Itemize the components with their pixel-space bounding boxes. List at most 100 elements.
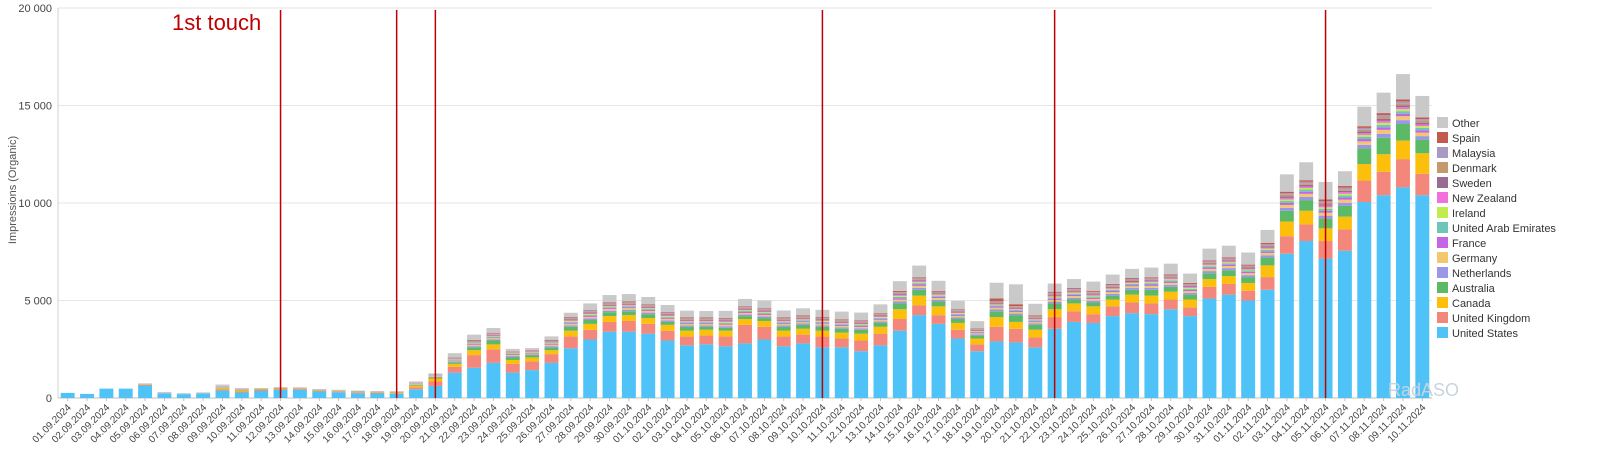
bar-segment	[1337, 195, 1352, 198]
bar-segment	[1415, 132, 1430, 137]
bar-segment	[796, 334, 811, 344]
legend-swatch	[1437, 222, 1448, 233]
bar-segment	[1415, 95, 1430, 118]
bar-segment	[602, 303, 617, 305]
bar-segment	[544, 344, 559, 345]
bar-segment	[873, 313, 888, 315]
bar-segment	[1028, 315, 1043, 317]
bar-segment	[370, 392, 385, 394]
bar-segment	[1260, 255, 1275, 258]
bar-segment	[970, 330, 985, 332]
legend-swatch	[1437, 147, 1448, 158]
bar-segment	[583, 329, 598, 340]
bar-segment	[1028, 322, 1043, 324]
bar-segment	[1396, 109, 1410, 112]
bar-segment	[563, 336, 578, 349]
bar-segment	[544, 343, 559, 345]
bar-segment	[757, 313, 772, 315]
bar-segment	[1105, 290, 1120, 293]
bar-segment	[196, 393, 211, 398]
bar-segment	[467, 344, 482, 347]
bar-segment	[467, 342, 482, 343]
bar-segment	[583, 323, 598, 330]
bar-segment	[1183, 288, 1198, 290]
bar-segment	[970, 329, 985, 330]
bar-segment	[757, 312, 772, 313]
bar-segment	[1125, 282, 1140, 284]
bar-segment	[118, 388, 133, 398]
bar-segment	[1415, 117, 1430, 120]
bar-segment	[409, 387, 423, 390]
bar-segment	[660, 324, 675, 331]
bar-segment	[1086, 296, 1101, 298]
bar-segment	[1183, 284, 1198, 286]
bar-segment	[1396, 113, 1410, 117]
bar-segment	[1144, 284, 1159, 286]
bar-segment	[215, 387, 230, 389]
bar-segment	[1396, 116, 1410, 121]
bar-segment	[99, 388, 114, 398]
bar-segment	[699, 326, 714, 330]
bar-segment	[1086, 281, 1101, 291]
bar-segment	[912, 287, 927, 290]
bar-segment	[1125, 281, 1140, 283]
bar-segment	[563, 323, 578, 326]
bar-segment	[738, 307, 752, 308]
bar-segment	[679, 325, 694, 327]
bar-segment	[931, 292, 946, 294]
bar-segment	[1299, 189, 1314, 192]
bar-segment	[1376, 171, 1391, 196]
bar-segment	[525, 354, 540, 356]
bar-segment	[641, 305, 656, 306]
bar-segment	[738, 312, 752, 313]
bar-segment	[1086, 314, 1101, 323]
bar-segment	[776, 310, 791, 318]
bar-segment	[1028, 316, 1043, 318]
bar-segment	[1125, 281, 1140, 282]
bar-segment	[1260, 242, 1275, 244]
bar-segment	[1125, 288, 1140, 290]
bar-segment	[699, 329, 714, 336]
bar-segment	[796, 317, 811, 318]
bar-segment	[621, 309, 636, 312]
bar-segment	[1299, 184, 1314, 187]
y-tick-label: 0	[46, 393, 52, 405]
bar-segment	[621, 305, 636, 307]
bar-segment	[1260, 229, 1275, 243]
bar-segment	[873, 321, 888, 323]
bar-segment	[1396, 103, 1410, 106]
legend-swatch	[1437, 117, 1448, 128]
bar-segment	[486, 334, 501, 336]
legend-swatch	[1437, 162, 1448, 173]
bar-segment	[1299, 241, 1314, 398]
bar-segment	[660, 313, 675, 315]
bar-segment	[1337, 229, 1352, 251]
bar-segment	[679, 317, 694, 319]
bar-segment	[621, 303, 636, 304]
bar-segment	[970, 335, 985, 339]
bar-segment	[641, 318, 656, 324]
bar-segment	[892, 330, 907, 398]
bar-segment	[873, 345, 888, 398]
bar-segment	[602, 321, 617, 332]
bar-segment	[738, 324, 752, 344]
legend-swatch	[1437, 267, 1448, 278]
bar-segment	[1105, 287, 1120, 289]
bar-segment	[1144, 277, 1159, 279]
bar-segment	[1357, 202, 1372, 398]
bar-segment	[563, 320, 578, 321]
bar-segment	[718, 318, 733, 320]
bar-segment	[854, 321, 869, 323]
bar-segment	[409, 385, 423, 388]
x-axis: 01.09.202402.09.202403.09.202404.09.2024…	[31, 398, 1429, 446]
bar-segment	[989, 317, 1004, 327]
bar-segment	[1202, 248, 1217, 261]
bar-segment	[1028, 329, 1043, 338]
bar-segment	[563, 317, 578, 319]
bar-segment	[679, 345, 694, 398]
bar-segment	[1221, 265, 1236, 269]
bar-segment	[1241, 273, 1256, 276]
bar-segment	[583, 314, 598, 315]
bar-segment	[1183, 294, 1198, 300]
